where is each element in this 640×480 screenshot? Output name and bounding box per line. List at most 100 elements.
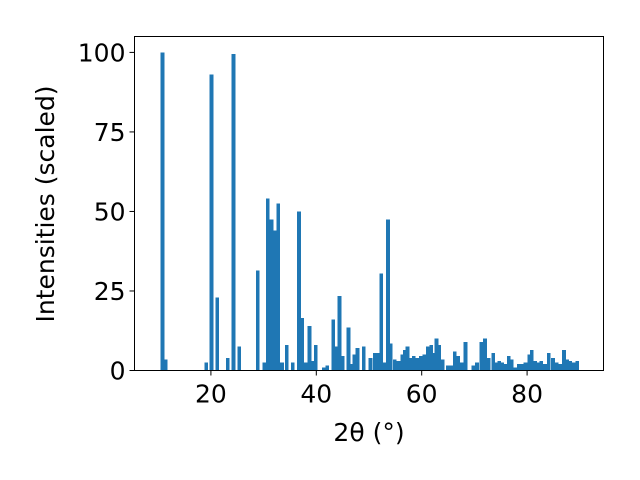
- bar: [325, 365, 330, 371]
- bar: [513, 367, 518, 371]
- bar: [527, 354, 532, 371]
- y-tick-label: 75: [94, 118, 126, 147]
- bar: [163, 359, 168, 371]
- bar: [536, 362, 540, 371]
- bar: [554, 362, 559, 371]
- bar: [272, 230, 277, 371]
- bar: [415, 357, 419, 371]
- bar: [437, 345, 441, 371]
- bar: [562, 349, 566, 371]
- bar: [575, 360, 579, 371]
- bar: [388, 343, 393, 371]
- x-axis: 20 40 60 80: [195, 370, 543, 409]
- bar: [565, 359, 569, 371]
- bar: [368, 357, 373, 371]
- bar: [310, 360, 315, 371]
- bar: [303, 362, 308, 371]
- bar: [533, 360, 537, 371]
- bar: [449, 365, 454, 371]
- bar: [523, 362, 528, 371]
- bar: [503, 364, 508, 371]
- bar: [276, 203, 281, 371]
- x-tick-label: 80: [511, 380, 543, 409]
- bar: [486, 357, 491, 371]
- bar: [440, 359, 445, 371]
- bar: [551, 357, 555, 371]
- bar: [506, 356, 511, 371]
- bar: [265, 198, 270, 371]
- bar: [543, 364, 547, 371]
- bar: [475, 362, 479, 371]
- bar: [215, 297, 220, 371]
- bar: [284, 345, 289, 371]
- bar: [400, 354, 405, 371]
- x-tick-label: 20: [195, 380, 227, 409]
- plot-frame: [134, 36, 604, 371]
- bar: [375, 353, 380, 371]
- bar: [431, 353, 436, 371]
- bar: [446, 365, 450, 371]
- bar: [307, 325, 312, 371]
- bar: [346, 327, 351, 371]
- bar: [313, 345, 318, 371]
- bar: [402, 349, 407, 371]
- bar: [479, 341, 484, 371]
- bar: [500, 362, 505, 371]
- bar: [352, 354, 357, 371]
- bar: [386, 219, 390, 371]
- y-tick-label: 0: [110, 357, 126, 386]
- bar: [237, 346, 242, 371]
- y-tick-label: 50: [94, 197, 126, 226]
- bar: [160, 52, 165, 371]
- bar: [396, 360, 401, 371]
- bar: [300, 318, 304, 371]
- bar: [411, 356, 416, 371]
- bar: [372, 353, 377, 371]
- bar: [539, 360, 544, 371]
- bar: [497, 360, 502, 371]
- bar: [546, 353, 551, 371]
- bar: [572, 362, 576, 371]
- bar: [459, 362, 464, 371]
- bar: [429, 345, 434, 371]
- bar: [434, 338, 439, 371]
- bar-series: [160, 52, 579, 371]
- bar: [204, 362, 209, 371]
- bar: [494, 362, 498, 371]
- bar: [231, 54, 236, 371]
- bar: [491, 353, 496, 371]
- bar: [392, 359, 397, 371]
- bar: [422, 354, 427, 371]
- bar: [558, 364, 563, 371]
- bar: [426, 346, 430, 371]
- bar: [280, 362, 284, 371]
- bar: [262, 362, 266, 371]
- bar: [340, 356, 345, 371]
- bar: [331, 319, 336, 371]
- bar: [255, 270, 260, 371]
- y-axis: 0 25 50 75 100: [78, 38, 135, 386]
- bar: [334, 346, 339, 371]
- bar: [405, 346, 410, 371]
- bar: [483, 338, 487, 371]
- bar: [321, 367, 326, 371]
- bar: [382, 362, 387, 371]
- bar: [290, 362, 295, 371]
- bar: [463, 341, 468, 371]
- bar: [349, 364, 353, 371]
- y-axis-label: Intensities (scaled): [31, 85, 60, 322]
- bar: [355, 348, 360, 371]
- bar: [471, 365, 476, 371]
- x-tick-label: 40: [300, 380, 332, 409]
- bar: [408, 357, 412, 371]
- bar: [516, 364, 521, 371]
- bar: [225, 357, 230, 371]
- bar: [453, 351, 457, 371]
- bar: [379, 273, 383, 371]
- x-axis-label: 2θ (°): [333, 418, 404, 447]
- bar: [509, 359, 514, 371]
- bar: [529, 349, 534, 371]
- bar: [418, 356, 423, 371]
- bar: [361, 346, 366, 371]
